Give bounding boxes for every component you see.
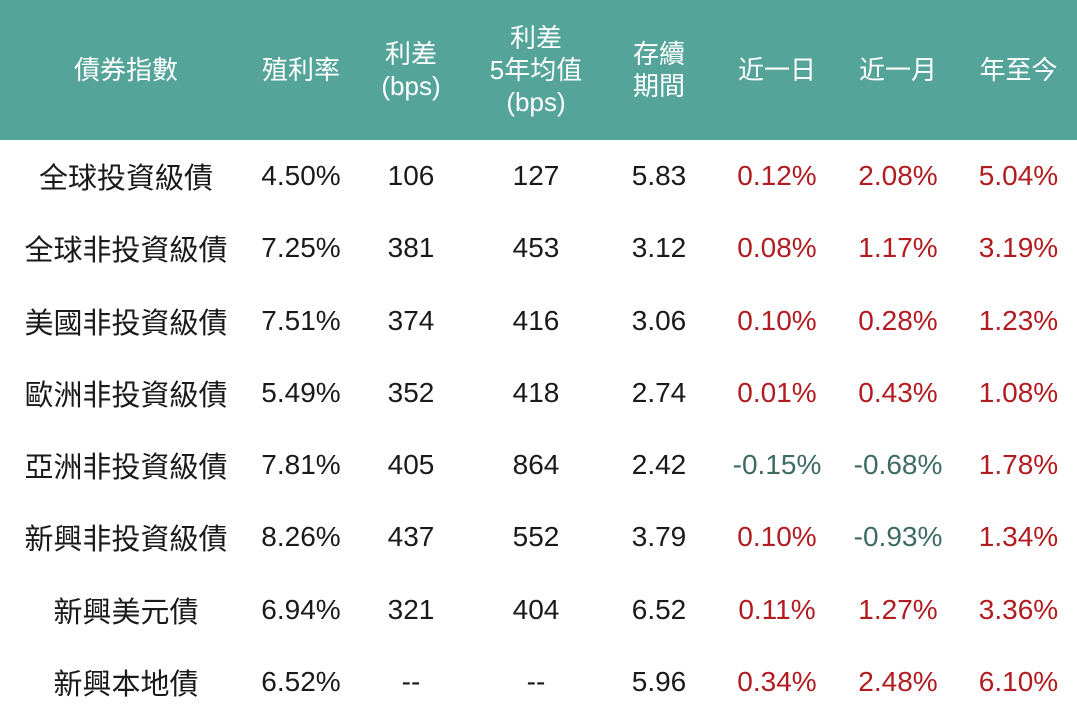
cell-spread: 321 [387,593,435,625]
cell-change-ytd: 1.78% [978,449,1059,481]
table-row: 新興本地債 6.52% -- -- 5.96 0.34% 2.48% 6.10% [0,646,1077,718]
cell-spread-5y-avg: 127 [512,160,560,192]
cell-change-1m: 1.27% [858,593,938,625]
col-header-change-ytd: 年至今 [960,0,1077,140]
cell-change-ytd: 3.36% [978,593,1059,625]
cell-bond-index: 歐洲非投資級債 [24,379,228,412]
cell-change-ytd: 6.10% [978,665,1059,697]
table-row: 美國非投資級債 7.51% 374 416 3.06 0.10% 0.28% 1… [0,285,1077,357]
table-row: 歐洲非投資級債 5.49% 352 418 2.74 0.01% 0.43% 1… [0,357,1077,429]
table-row: 新興非投資級債 8.26% 437 552 3.79 0.10% -0.93% … [0,501,1077,573]
cell-spread-5y-avg: 552 [512,521,560,553]
cell-change-1d: 0.10% [737,304,817,336]
cell-bond-index: 新興非投資級債 [24,524,228,557]
cell-bond-index: 全球非投資級債 [24,235,228,268]
cell-change-1d: 0.01% [737,376,817,408]
cell-change-ytd: 1.08% [978,376,1059,408]
cell-duration: 5.83 [631,160,687,192]
cell-bond-index: 美國非投資級債 [24,307,228,340]
header-row: 債券指數 殖利率 利差 (bps) 利差 5年均值 (bps) 存續 期間 近一… [0,0,1077,140]
col-header-change-1d: 近一日 [718,0,836,140]
cell-yield: 4.50% [261,160,341,192]
cell-spread: 352 [387,376,435,408]
cell-spread-5y-avg: 418 [512,376,560,408]
cell-change-ytd: 3.19% [978,232,1059,264]
cell-change-1d: 0.12% [737,160,817,192]
cell-change-ytd: 1.34% [978,521,1059,553]
cell-yield: 7.51% [261,304,341,336]
cell-spread: 405 [387,449,435,481]
cell-spread: 106 [387,160,435,192]
cell-yield: 6.52% [261,665,341,697]
cell-change-1m: -0.93% [853,521,943,553]
col-header-spread-bps: 利差 (bps) [350,0,472,140]
cell-change-1d: -0.15% [732,449,822,481]
cell-change-1d: 0.08% [737,232,817,264]
cell-bond-index: 亞洲非投資級債 [24,452,228,485]
cell-duration: 6.52 [631,593,687,625]
cell-yield: 7.25% [261,232,341,264]
cell-yield: 8.26% [261,521,341,553]
col-header-bond-index: 債券指數 [0,0,252,140]
table-row: 亞洲非投資級債 7.81% 405 864 2.42 -0.15% -0.68%… [0,429,1077,501]
cell-spread: 374 [387,304,435,336]
cell-change-1d: 0.10% [737,521,817,553]
col-header-yield: 殖利率 [252,0,350,140]
cell-change-1m: 2.08% [858,160,938,192]
table-row: 全球非投資級債 7.25% 381 453 3.12 0.08% 1.17% 3… [0,212,1077,284]
cell-change-ytd: 1.23% [978,304,1059,336]
cell-change-ytd: 5.04% [978,160,1059,192]
cell-duration: 3.12 [631,232,687,264]
cell-spread-5y-avg: 404 [512,593,560,625]
col-header-duration: 存續 期間 [600,0,718,140]
cell-change-1m: -0.68% [853,449,943,481]
cell-change-1d: 0.11% [738,593,816,625]
cell-change-1d: 0.34% [737,665,817,697]
cell-yield: 6.94% [261,593,341,625]
cell-change-1m: 2.48% [858,665,938,697]
cell-yield: 5.49% [261,376,341,408]
col-header-change-1m: 近一月 [836,0,960,140]
cell-spread: -- [401,665,421,697]
col-header-spread-5y-avg: 利差 5年均值 (bps) [472,0,600,140]
cell-yield: 7.81% [261,449,341,481]
cell-duration: 2.74 [631,376,687,408]
cell-change-1m: 0.28% [858,304,938,336]
cell-duration: 3.06 [631,304,687,336]
cell-bond-index: 全球投資級債 [38,163,213,196]
cell-duration: 5.96 [631,665,687,697]
cell-bond-index: 新興美元債 [53,596,199,629]
cell-change-1m: 1.17% [858,232,938,264]
cell-spread-5y-avg: 453 [512,232,560,264]
cell-bond-index: 新興本地債 [53,668,199,701]
cell-spread: 381 [387,232,435,264]
cell-spread-5y-avg: 416 [512,304,560,336]
cell-spread-5y-avg: -- [526,665,546,697]
cell-spread: 437 [387,521,435,553]
table-row: 全球投資級債 4.50% 106 127 5.83 0.12% 2.08% 5.… [0,140,1077,212]
table-row: 新興美元債 6.94% 321 404 6.52 0.11% 1.27% 3.3… [0,574,1077,646]
cell-spread-5y-avg: 864 [512,449,560,481]
cell-duration: 3.79 [631,521,687,553]
cell-change-1m: 0.43% [858,376,938,408]
cell-duration: 2.42 [631,449,687,481]
